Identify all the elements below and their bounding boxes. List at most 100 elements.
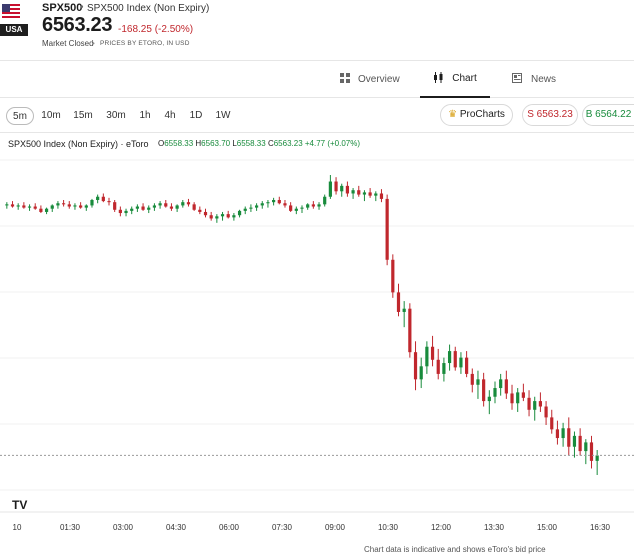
candle: [442, 357, 446, 382]
candle: [567, 417, 571, 456]
candle: [499, 373, 503, 396]
candle: [124, 208, 128, 217]
candle: [516, 388, 520, 412]
candle: [158, 201, 162, 209]
candle: [425, 341, 429, 374]
candle: [311, 201, 315, 209]
candle: [527, 390, 531, 417]
ohlc-change: +4.77 (+0.07%): [304, 139, 361, 148]
candle: [84, 204, 88, 211]
candle: [368, 188, 372, 198]
candle: [209, 211, 213, 221]
candlestick-icon: [433, 71, 444, 86]
candle: [147, 205, 151, 214]
candlestick-chart[interactable]: 10 01:30 03:00 04:30 06:00 07:30 09:00 10:30 12:…: [0, 150, 634, 540]
candle: [203, 208, 208, 218]
prochart-label: ProCharts: [459, 109, 505, 120]
buy-button[interactable]: B 6564.22: [582, 104, 634, 126]
candle: [39, 205, 43, 214]
candle: [226, 210, 230, 219]
candle: [465, 351, 469, 378]
candle: [578, 428, 582, 456]
crown-icon: ♛: [448, 109, 458, 120]
chart-panel: [0, 132, 634, 540]
candle: [16, 203, 20, 210]
timeframe-1w[interactable]: 1W: [215, 110, 231, 121]
candle: [419, 357, 423, 389]
candle: [27, 204, 32, 211]
candle: [589, 435, 594, 469]
timeframe-15m[interactable]: 15m: [73, 110, 93, 121]
instrument-name: SPX500 Index (Non Expiry): [87, 3, 210, 14]
timeframe-4h[interactable]: 4h: [164, 110, 176, 121]
candle: [277, 196, 281, 205]
candle: [436, 348, 440, 380]
candle: [101, 193, 105, 203]
flag-label: USA: [0, 24, 28, 36]
x-tick-label: 07:30: [272, 523, 293, 532]
candle: [379, 189, 384, 203]
candle: [169, 203, 174, 211]
candle: [254, 203, 259, 211]
candle: [181, 200, 185, 208]
x-tick-label: 10: [13, 523, 22, 532]
market-status: Market Closed: [42, 39, 94, 48]
tab-chart[interactable]: Chart: [420, 61, 490, 98]
prochart-button[interactable]: ♛ ProCharts: [440, 104, 513, 126]
tab-overview[interactable]: Overview: [340, 61, 410, 98]
ohlc-low-key: L: [232, 139, 237, 148]
candle: [192, 202, 196, 211]
candle: [306, 203, 310, 210]
ohlc-open-value: 6558.33: [164, 139, 194, 148]
tradingview-logo: TV: [12, 498, 28, 512]
timeframe-1d[interactable]: 1D: [189, 110, 203, 121]
candle: [135, 204, 139, 212]
candle: [323, 194, 327, 207]
timeframe-1h[interactable]: 1h: [139, 110, 151, 121]
candle: [10, 201, 15, 208]
candle: [544, 401, 548, 425]
instrument-symbol: SPX500: [42, 2, 83, 14]
candle: [266, 200, 270, 208]
price-provider-note: PRICES BY ETORO, IN USD: [100, 40, 190, 47]
candle: [283, 200, 287, 208]
candle: [118, 206, 122, 217]
candle: [408, 303, 412, 358]
candle: [555, 420, 560, 445]
candle: [357, 185, 361, 197]
tab-overview-label: Overview: [358, 74, 400, 85]
candle: [413, 341, 418, 391]
candle: [521, 383, 525, 402]
candle: [396, 283, 401, 317]
candle: [232, 213, 236, 221]
candle: [453, 346, 457, 371]
candle: [141, 203, 145, 211]
tab-news[interactable]: News: [512, 61, 572, 98]
candle: [186, 198, 191, 207]
candle: [198, 206, 202, 215]
candle: [243, 206, 247, 215]
x-tick-label: 12:00: [431, 523, 452, 532]
timeframe-5m[interactable]: 5m: [6, 107, 34, 125]
candle: [44, 207, 49, 215]
candle: [220, 211, 225, 221]
candle: [215, 214, 219, 223]
candle: [391, 254, 395, 298]
candle: [328, 175, 332, 199]
candle: [67, 201, 71, 209]
sell-button[interactable]: S 6563.23: [522, 104, 578, 126]
timeframe-10m[interactable]: 10m: [41, 110, 61, 121]
x-tick-label: 10:30: [378, 523, 399, 532]
candle: [130, 206, 134, 215]
candle: [62, 200, 66, 207]
candle: [249, 204, 253, 212]
price-change: -168.25 (-2.50%): [118, 24, 194, 35]
grid-icon: [340, 73, 350, 86]
candle: [22, 202, 26, 209]
candle: [317, 202, 321, 210]
candle: [374, 191, 378, 202]
candle: [476, 370, 480, 399]
candle: [79, 202, 83, 209]
ohlc-open-key: O: [158, 139, 165, 148]
timeframe-30m[interactable]: 30m: [106, 110, 126, 121]
